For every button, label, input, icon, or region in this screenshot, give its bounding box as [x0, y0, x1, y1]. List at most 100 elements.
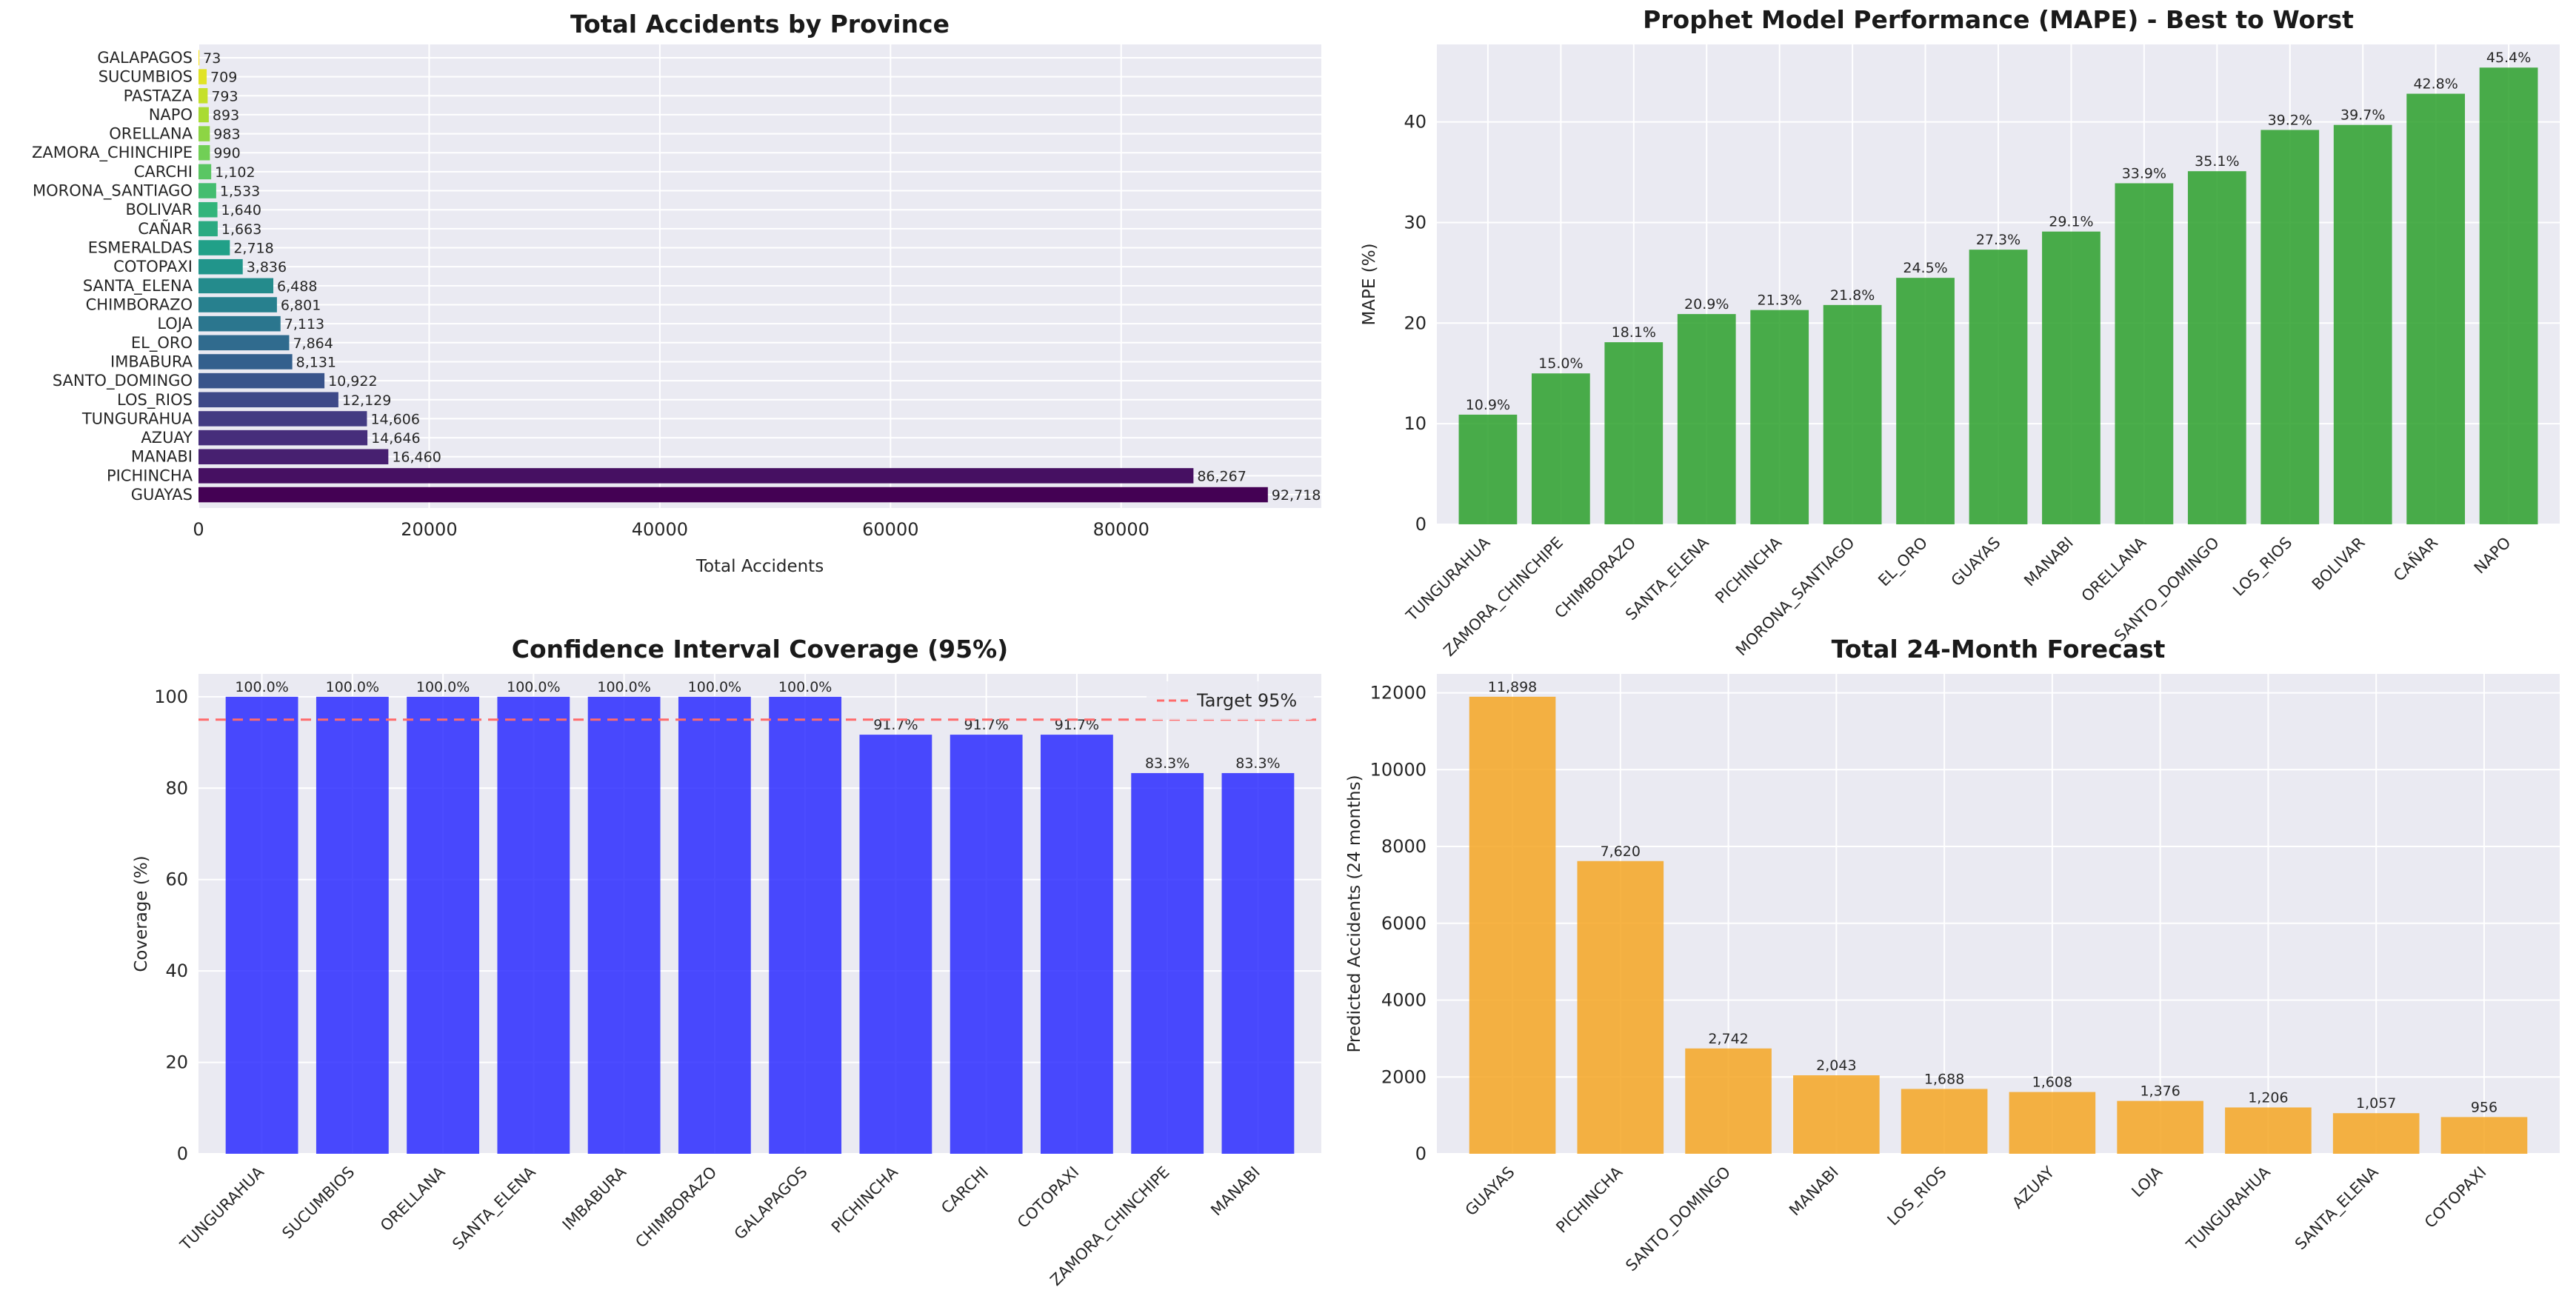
- data-label: 39.2%: [2268, 112, 2312, 128]
- x-tick-label: 0: [193, 519, 204, 540]
- bar: [950, 735, 1023, 1154]
- y-tick-label: EL_ORO: [131, 334, 193, 353]
- x-tick-label: ORELLANA: [377, 1163, 449, 1234]
- data-label: 7,113: [284, 316, 324, 333]
- bar: [198, 50, 200, 66]
- data-label: 10.9%: [1466, 397, 1510, 413]
- y-tick-label: CARCHI: [134, 163, 193, 181]
- data-label: 14,646: [371, 430, 420, 447]
- x-tick-label: 60000: [862, 519, 918, 540]
- y-tick-label: 2000: [1381, 1066, 1427, 1087]
- bar: [316, 696, 389, 1154]
- chart-title: Total 24-Month Forecast: [1832, 635, 2166, 664]
- x-tick-label: SANTA_ELENA: [2292, 1163, 2383, 1254]
- y-tick-label: MANABI: [131, 448, 193, 466]
- data-label: 33.9%: [2122, 165, 2166, 181]
- bar: [198, 392, 338, 408]
- bar: [1604, 342, 1664, 524]
- x-tick-label: COTOPAXI: [2421, 1163, 2490, 1232]
- data-label: 100.0%: [507, 679, 560, 695]
- data-label: 11,898: [1488, 679, 1537, 695]
- bar: [225, 696, 298, 1154]
- x-tick-label: NAPO: [2471, 534, 2515, 578]
- y-tick-label: 8000: [1381, 836, 1427, 857]
- bar: [198, 297, 277, 313]
- bar: [1823, 304, 1882, 524]
- x-tick-label: BOLIVAR: [2309, 534, 2369, 594]
- y-tick-label: MORONA_SANTIAGO: [33, 182, 193, 201]
- bar: [198, 144, 210, 161]
- chart-mape-performance: 10.9%TUNGURAHUA15.0%ZAMORA_CHINCHIPE18.1…: [1360, 5, 2560, 705]
- bar: [1221, 772, 1295, 1154]
- data-label: 83.3%: [1145, 755, 1189, 772]
- x-tick-label: GUAYAS: [1948, 534, 2004, 590]
- bar: [198, 69, 207, 84]
- y-tick-label: COTOPAXI: [113, 258, 193, 275]
- data-label: 2,043: [1816, 1058, 1856, 1074]
- y-tick-label: GUAYAS: [131, 486, 193, 504]
- data-label: 100.0%: [416, 679, 470, 695]
- y-tick-label: GALAPAGOS: [97, 49, 193, 67]
- y-tick-label: LOJA: [157, 315, 193, 333]
- data-label: 2,718: [233, 241, 273, 257]
- data-label: 793: [211, 88, 238, 104]
- x-tick-label: SANTA_ELENA: [449, 1163, 540, 1254]
- bar: [2009, 1092, 2096, 1154]
- y-tick-label: BOLIVAR: [126, 201, 193, 218]
- data-label: 21.8%: [1830, 287, 1875, 304]
- data-label: 8,131: [296, 354, 336, 370]
- bar: [2440, 1117, 2528, 1154]
- bar: [2333, 124, 2392, 524]
- y-tick-label: SUCUMBIOS: [99, 68, 193, 86]
- y-tick-label: 6000: [1381, 913, 1427, 934]
- bar: [2479, 67, 2538, 524]
- x-tick-label: SUCUMBIOS: [278, 1163, 358, 1243]
- bar: [198, 107, 209, 123]
- data-label: 1,688: [1924, 1071, 1964, 1087]
- y-tick-label: CAÑAR: [138, 218, 193, 238]
- y-tick-label: 40: [165, 960, 188, 981]
- x-tick-label: 20000: [401, 519, 457, 540]
- x-tick-label: SANTO_DOMINGO: [1622, 1163, 1734, 1275]
- data-label: 893: [213, 107, 239, 124]
- data-label: 24.5%: [1903, 260, 1947, 276]
- bar: [198, 126, 210, 141]
- data-label: 100.0%: [597, 679, 650, 695]
- data-label: 3,836: [247, 259, 287, 275]
- data-label: 983: [213, 127, 240, 143]
- bar: [1901, 1089, 1988, 1154]
- data-label: 73: [203, 50, 221, 67]
- chart-accidents-by-province: GUAYAS 92,718 PICHINCHA 86,267 MANABI 16,460 A…: [32, 10, 1321, 576]
- data-label: 16,460: [392, 450, 441, 466]
- chart-24-month-forecast: 11,898 GUAYAS 7,620 PICHINCHA 2,742 SANTO_DOM…: [1345, 635, 2560, 1275]
- bar: [198, 449, 389, 464]
- plot-area: [198, 44, 1321, 508]
- y-tick-label: 80: [165, 778, 188, 798]
- bar: [198, 258, 243, 275]
- x-tick-label: GUAYAS: [1462, 1163, 1518, 1220]
- bar: [587, 696, 661, 1154]
- x-tick-label: MANABI: [2021, 534, 2077, 590]
- data-label: 27.3%: [1976, 232, 2021, 248]
- y-tick-label: 40: [1404, 112, 1427, 133]
- y-tick-label: PICHINCHA: [107, 467, 193, 484]
- bar: [198, 430, 368, 446]
- x-tick-label: PICHINCHA: [1552, 1163, 1626, 1236]
- x-tick-label: CAÑAR: [2389, 532, 2442, 585]
- data-label: 15.0%: [1538, 355, 1583, 372]
- bar: [2187, 171, 2246, 525]
- bar: [198, 88, 208, 104]
- x-tick-label: ZAMORA_CHINCHIPE: [1441, 534, 1567, 661]
- y-tick-label: CHIMBORAZO: [86, 295, 193, 313]
- bar: [1969, 250, 2028, 524]
- y-tick-label: 100: [154, 686, 188, 707]
- y-tick-label: ESMERALDAS: [88, 239, 193, 257]
- x-tick-label: PICHINCHA: [1712, 533, 1785, 607]
- bar: [2225, 1107, 2312, 1154]
- data-label: 86,267: [1197, 468, 1246, 484]
- data-label: 1,057: [2356, 1095, 2396, 1112]
- bar: [497, 696, 570, 1154]
- bar: [1131, 772, 1204, 1154]
- bar: [198, 183, 216, 198]
- bar: [198, 240, 230, 255]
